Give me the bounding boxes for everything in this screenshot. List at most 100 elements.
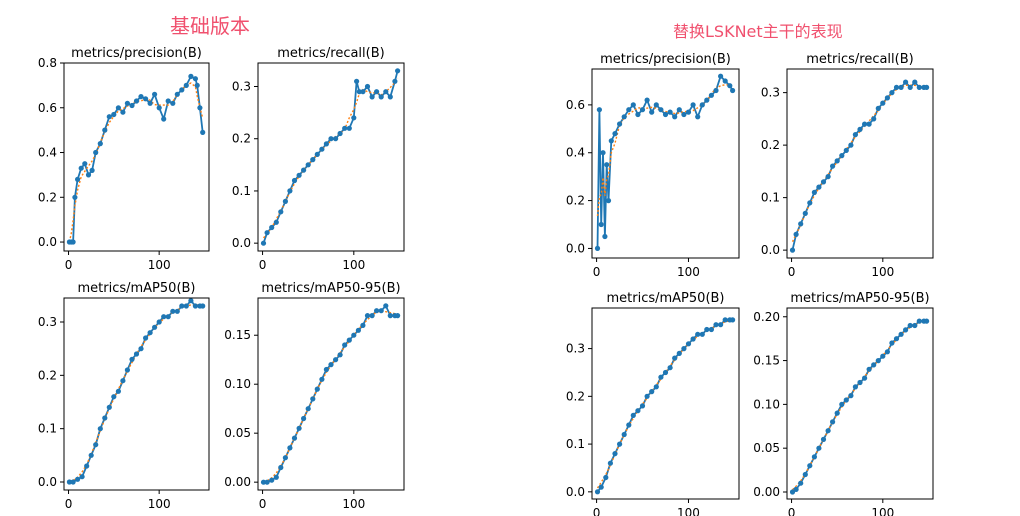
x-tick-label: 0 [788,506,796,516]
y-tick-label: 0.3 [566,342,585,356]
y-tick-label: 0.3 [761,86,780,100]
subplot-2: metrics/recall(B) 0.0 0.1 0.2 0.3 0 100 [232,46,405,272]
data-point [816,445,822,451]
series-line [262,70,399,244]
data-point [857,379,863,386]
data-point [621,431,627,438]
plot-frame [786,307,934,500]
data-point [594,489,601,495]
data-point [374,89,380,95]
data-point [898,84,904,90]
data-point [871,362,877,368]
data-point [681,111,687,118]
data-point [70,239,76,245]
subplot-title: metrics/recall(B) [277,46,384,61]
y-tick-label: 0.4 [566,146,585,160]
data-point [106,404,112,410]
data-point [282,455,288,461]
data-point [282,198,288,204]
data-point [713,322,719,328]
data-point [314,151,320,157]
data-point [70,479,76,485]
data-point [713,87,719,94]
data-point [635,111,641,118]
data-point [839,153,845,159]
data-point [342,125,348,131]
data-point [875,105,881,111]
smoothed-line [262,77,399,239]
data-point [156,105,162,111]
data-point [924,318,930,324]
data-point [667,365,673,371]
data-point [170,308,176,314]
data-point [147,330,153,336]
data-point [852,384,859,390]
data-point [319,376,325,382]
data-point [598,221,604,228]
x-tick-label: 100 [148,258,171,272]
data-point [639,107,646,113]
data-point [395,313,401,319]
y-tick-label: 0.2 [38,190,57,204]
data-point [912,79,918,85]
y-tick-label: 0.4 [38,146,57,160]
data-point [188,73,194,79]
data-point [699,102,705,108]
data-point [192,303,198,309]
y-tick-label: 0.3 [38,315,57,329]
data-point [174,91,180,97]
smoothed-line [791,84,927,243]
data-point [378,94,384,100]
data-point [690,336,696,342]
data-point [612,451,618,457]
data-point [305,162,311,168]
data-point [269,224,275,231]
data-point [79,474,85,480]
left-section-title: 基础版本 [170,14,250,38]
data-point [825,428,831,434]
data-point [102,127,108,133]
data-point [604,162,610,168]
data-point [903,327,909,333]
data-point [848,393,854,399]
y-tick-label: 0.0 [38,475,57,489]
data-point [360,89,366,95]
data-point [626,107,632,113]
data-point [722,317,728,323]
data-point [310,157,316,163]
y-tick-label: 0.15 [753,354,780,368]
x-tick-label: 0 [593,506,601,516]
data-point [287,188,293,194]
x-tick-label: 100 [342,497,365,511]
y-tick-label: 0.6 [566,98,585,112]
data-point [264,230,270,236]
data-point [848,142,854,148]
data-point [825,174,831,180]
subplot-7: metrics/mAP50(B) 0.0 0.1 0.2 0.3 0 100 [566,291,740,516]
data-point [695,114,701,120]
smoothed-line [596,84,734,216]
y-tick-label: 0.1 [761,191,780,205]
data-point [179,87,185,93]
data-point [889,340,895,346]
data-point [115,388,121,394]
y-tick-label: 0.1 [232,184,251,198]
data-point [301,415,307,422]
data-point [722,78,728,84]
y-tick-label: 0.8 [38,56,57,70]
data-point [369,94,375,100]
y-tick-label: 0.2 [566,194,585,208]
data-point [862,121,868,127]
plot-frame [591,68,740,259]
data-point [200,129,206,135]
data-point [612,131,618,137]
plot-frame [63,62,210,252]
data-point [658,107,664,113]
data-point [120,378,126,384]
data-point [630,412,636,418]
data-point [124,367,130,373]
data-point [907,322,913,329]
data-point [337,130,343,137]
data-point [820,179,827,185]
